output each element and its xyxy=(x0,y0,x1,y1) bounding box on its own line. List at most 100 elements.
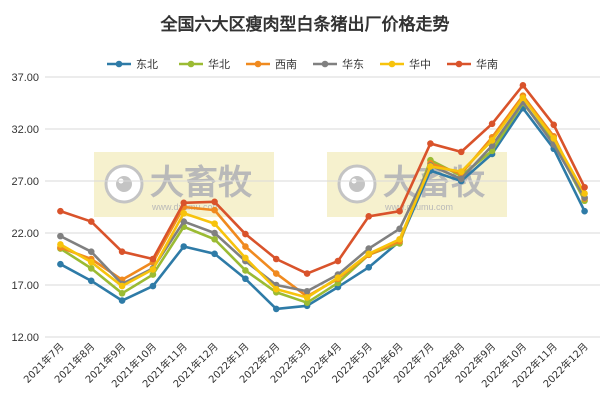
data-point xyxy=(519,82,527,89)
legend-swatch-marker xyxy=(115,60,123,68)
data-point xyxy=(118,297,126,304)
eye-logo-pupil xyxy=(349,176,365,192)
data-point xyxy=(365,264,373,271)
watermark-brand: 大畜牧 xyxy=(150,163,253,203)
data-point xyxy=(242,275,249,283)
watermark-url: www.dxumu.com xyxy=(384,202,453,212)
data-point xyxy=(272,285,280,293)
data-point xyxy=(149,266,157,273)
data-point xyxy=(57,232,64,240)
data-point xyxy=(272,255,280,263)
data-point xyxy=(550,121,558,129)
series-line xyxy=(59,106,586,311)
series-layer xyxy=(57,82,588,313)
eye-logo-pupil xyxy=(116,176,132,192)
legend-swatch-marker xyxy=(187,60,195,68)
data-point xyxy=(118,248,126,256)
data-point xyxy=(396,225,403,233)
data-point xyxy=(87,258,95,266)
data-point xyxy=(457,168,465,175)
legend-label: 华北 xyxy=(208,57,230,71)
data-point xyxy=(180,243,188,250)
data-point xyxy=(581,183,588,191)
data-point xyxy=(303,294,311,301)
data-point xyxy=(303,270,311,277)
data-point xyxy=(334,257,342,265)
data-point xyxy=(211,206,218,214)
data-point xyxy=(303,299,311,306)
data-point xyxy=(149,282,157,290)
series-line xyxy=(59,101,586,304)
data-point xyxy=(242,254,249,262)
data-point xyxy=(365,245,373,252)
data-point xyxy=(396,207,403,215)
data-point xyxy=(87,277,95,285)
data-point xyxy=(242,267,249,274)
data-point xyxy=(211,229,218,237)
data-point xyxy=(334,274,342,282)
legend-label: 西南 xyxy=(275,58,297,71)
y-tick-label: 17.00 xyxy=(11,280,39,292)
legend-label: 华东 xyxy=(342,57,364,71)
series-line xyxy=(60,84,586,275)
data-point xyxy=(519,94,527,102)
data-point xyxy=(87,218,95,225)
data-point xyxy=(581,207,588,215)
y-tick-label: 37.00 xyxy=(11,72,39,84)
y-tick-label: 12.00 xyxy=(11,332,39,344)
data-point xyxy=(149,271,157,278)
data-point xyxy=(118,290,126,297)
legend-item: 西南 xyxy=(246,58,297,71)
data-point xyxy=(57,260,64,268)
legend-swatch-marker xyxy=(321,60,329,68)
legend-item: 东北 xyxy=(107,58,158,71)
legend: 东北 华北 西南 华东 华中 华南 xyxy=(107,57,498,71)
data-point xyxy=(211,250,218,258)
data-point xyxy=(180,218,188,225)
data-point xyxy=(427,140,434,147)
chart-title: 全国六大区瘦肉型白条猪出厂价格走势 xyxy=(160,14,450,35)
data-point xyxy=(457,175,465,183)
legend-item: 华北 xyxy=(179,57,230,71)
legend-label: 东北 xyxy=(136,58,158,71)
data-point xyxy=(211,198,218,206)
data-point xyxy=(242,243,249,250)
legend-swatch-marker xyxy=(388,60,396,68)
data-point xyxy=(118,282,126,290)
series-4 xyxy=(57,94,588,301)
legend-label: 华中 xyxy=(409,57,431,71)
data-point xyxy=(211,235,218,243)
data-point xyxy=(550,135,558,142)
data-point xyxy=(365,213,373,220)
series-5 xyxy=(57,82,588,277)
legend-item: 华东 xyxy=(313,57,364,71)
eye-logo-icon xyxy=(104,164,144,204)
data-point xyxy=(272,305,280,313)
data-point xyxy=(87,248,95,256)
data-point xyxy=(488,137,496,144)
eye-logo-icon xyxy=(337,164,377,204)
series-line xyxy=(59,96,586,299)
data-point xyxy=(149,255,157,263)
legend-label: 华南 xyxy=(476,57,498,71)
data-point xyxy=(180,199,188,207)
data-point xyxy=(581,190,588,197)
legend-swatch-marker xyxy=(254,60,262,68)
y-tick-label: 22.00 xyxy=(11,228,39,240)
legend-swatch-marker xyxy=(455,60,463,68)
data-point xyxy=(211,220,218,227)
data-point xyxy=(57,241,64,248)
data-point xyxy=(57,207,64,215)
data-point xyxy=(180,209,188,217)
data-point xyxy=(87,265,95,272)
legend-item: 华中 xyxy=(380,57,431,71)
y-tick-label: 32.00 xyxy=(11,124,39,136)
legend-item: 华南 xyxy=(447,57,498,71)
y-tick-label: 27.00 xyxy=(11,176,39,188)
data-point xyxy=(303,287,311,295)
data-point xyxy=(365,250,373,258)
data-point xyxy=(242,230,249,238)
